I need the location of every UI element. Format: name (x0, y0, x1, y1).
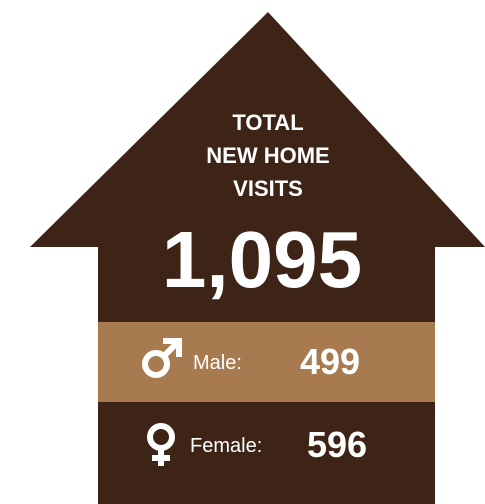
male-band (98, 322, 435, 402)
male-label: Male: (193, 352, 242, 374)
female-label: Female: (190, 435, 262, 457)
total-value: 1,095 (162, 215, 362, 304)
title-line: NEW HOME (206, 143, 329, 168)
female-icon (147, 423, 175, 466)
title-line: VISITS (233, 176, 303, 201)
male-icon (142, 338, 182, 378)
title-line: TOTAL (232, 110, 303, 135)
female-value: 596 (307, 424, 367, 465)
male-value: 499 (300, 341, 360, 382)
